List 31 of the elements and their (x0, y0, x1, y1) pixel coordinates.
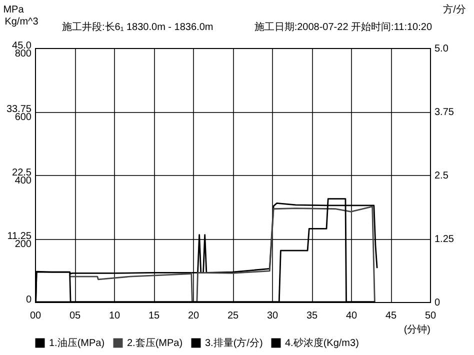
x-tick-label: 10 (108, 310, 120, 322)
x-tick-label: 30 (266, 310, 278, 322)
y3-tick-label: 600 (14, 112, 32, 123)
y2-axis-title: 方/分 (443, 4, 466, 16)
x-tick-label: 05 (69, 310, 81, 322)
y2-tick-label: 3.75 (434, 107, 454, 118)
chart-subtitle: 施工日期:2008-07-22 开始时间:11:10:20 (254, 20, 432, 34)
legend-label: 2.套压(MPa) (127, 337, 183, 349)
y3-tick-label: 400 (14, 176, 32, 186)
legend-label: 1.油压(MPa) (49, 337, 105, 349)
x-tick-label: 45 (385, 310, 397, 322)
x-tick-label: 20 (188, 310, 200, 322)
y-tick-label: 0 (26, 294, 32, 306)
y2-tick-label: 5.0 (434, 44, 449, 54)
y2-tick-label: 1.25 (434, 234, 454, 245)
x-axis-title: (分钟) (404, 324, 430, 336)
y2-tick-label: 0 (434, 298, 440, 308)
y2-tick-label: 2.5 (434, 170, 449, 182)
chart-title: 施工井段:长6₁ 1830.0m - 1836.0m (62, 20, 214, 34)
x-tick-label: 40 (346, 310, 358, 322)
x-tick-label: 15 (148, 310, 160, 322)
x-tick-label: 50 (424, 310, 436, 322)
y3-tick-label: 200 (14, 239, 32, 250)
x-tick-label: 35 (306, 310, 318, 322)
y3-tick-label: 800 (14, 48, 32, 60)
y3-axis-title: Kg/m^3 (4, 16, 39, 28)
y-axis-title: MPa (3, 4, 24, 16)
legend-label: 4.砂浓度(Kg/m3) (285, 337, 359, 349)
x-tick-label: 00 (30, 310, 42, 322)
legend-label: 3.排量(方/分) (205, 337, 263, 349)
x-tick-label: 25 (227, 310, 239, 322)
